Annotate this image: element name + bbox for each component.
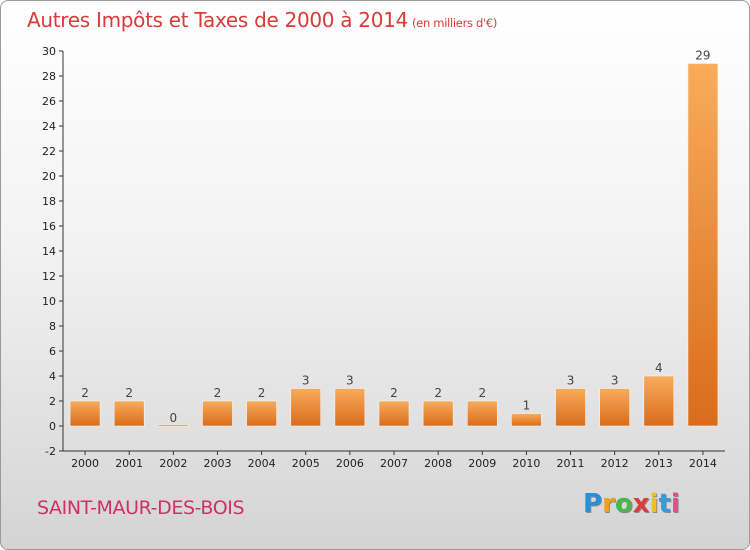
y-tick-label: 18 [42,195,56,208]
bar [202,400,233,427]
bar [687,63,719,427]
x-tick-label: 2000 [71,457,99,470]
bar-value-label: 3 [611,374,619,388]
logo-letter: t [658,489,671,519]
proxiti-logo: Proxiti [583,489,680,519]
y-tick-label: 26 [42,95,56,108]
y-tick-label: -2 [45,445,56,458]
bar-value-label: 4 [655,361,663,375]
bar [643,375,675,427]
x-tick-label: 2006 [336,457,364,470]
chart-unit: (en milliers d'€) [412,16,498,30]
x-tick-label: 2007 [380,457,408,470]
commune-name: SAINT-MAUR-DES-BOIS [37,497,245,519]
y-tick-label: 10 [42,295,56,308]
bar-value-label: 2 [478,386,486,400]
bar-value-label: 3 [346,374,354,388]
y-tick-label: 22 [42,145,56,158]
bar [378,400,410,427]
y-tick-label: 4 [49,370,56,383]
y-tick-label: 12 [42,270,56,283]
bar-value-label: 3 [302,374,310,388]
y-tick-label: 24 [42,120,56,133]
x-tick-label: 2014 [689,457,717,470]
x-tick-label: 2002 [159,457,187,470]
bar-value-label: 3 [567,374,575,388]
y-tick-label: 28 [42,70,56,83]
bar [511,413,542,427]
logo-letter: x [632,489,650,519]
x-tick-label: 2010 [512,457,540,470]
bar [246,400,277,427]
chart-bars [69,63,719,427]
bar [555,388,586,427]
bar-value-label: 0 [170,411,178,425]
y-tick-label: 14 [42,245,56,258]
x-tick-label: 2012 [601,457,629,470]
bar-value-label: 29 [695,49,710,63]
bar [422,400,454,427]
bar [290,388,322,427]
bar-value-label: 2 [390,386,398,400]
y-tick-label: 16 [42,220,56,233]
y-tick-label: 2 [49,395,56,408]
bar [113,400,145,427]
logo-letter: P [583,489,603,519]
y-tick-label: 0 [49,420,56,433]
x-tick-label: 2013 [645,457,673,470]
bar [466,400,498,427]
bar-value-label: 2 [434,386,442,400]
y-tick-label: 6 [49,345,56,358]
y-tick-label: 8 [49,320,56,333]
bar-value-label: 2 [81,386,89,400]
logo-letter: i [670,489,680,519]
x-tick-label: 2001 [115,457,143,470]
bar [158,424,189,427]
x-tick-label: 2008 [424,457,452,470]
y-tick-label: 30 [42,45,56,58]
bar-value-label: 2 [258,386,266,400]
bar-value-label: 2 [214,386,222,400]
chart-title-text: Autres Impôts et Taxes de 2000 à 2014 [27,8,408,32]
x-tick-label: 2005 [292,457,320,470]
x-tick-label: 2011 [557,457,585,470]
x-tick-label: 2004 [248,457,276,470]
bar [69,400,101,427]
bar-value-label: 1 [523,399,531,413]
x-tick-label: 2009 [468,457,496,470]
x-tick-label: 2003 [203,457,231,470]
bar [334,388,366,427]
bar [599,388,630,427]
y-tick-label: 20 [42,170,56,183]
chart-title: Autres Impôts et Taxes de 2000 à 2014 (en… [27,8,497,32]
chart-labels: 2 2 0 2 2 3 3 2 2 2 1 3 3 4 29 [81,49,710,426]
logo-letter: r [602,489,615,519]
bar-value-label: 2 [125,386,133,400]
logo-letter: o [614,489,633,519]
logo-letter: i [649,489,659,519]
